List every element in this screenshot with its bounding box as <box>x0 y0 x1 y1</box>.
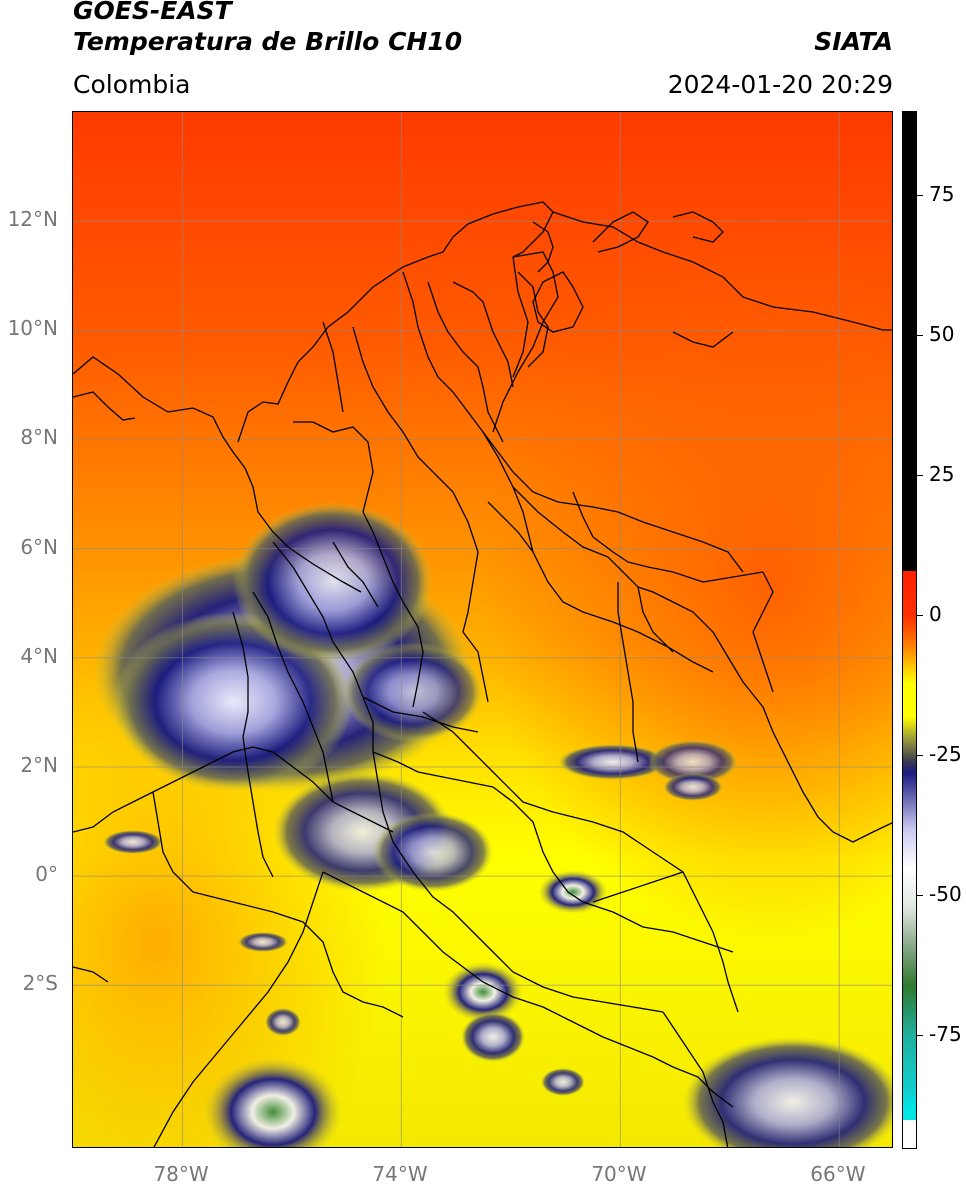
colorbar-tick-label: -50 <box>929 882 962 906</box>
colorbar-tick <box>917 335 923 336</box>
lat-tick-label: 12°N <box>7 207 58 232</box>
lat-tick-label: 2°N <box>20 752 58 777</box>
organization-text: SIATA <box>814 27 893 56</box>
colorbar-tick <box>917 755 923 756</box>
colorbar-tick <box>917 1035 923 1036</box>
lon-tick-label: 78°W <box>153 1162 209 1186</box>
satellite-map <box>73 112 892 1147</box>
subtitle-text: Temperatura de Brillo CH10 <box>73 27 463 56</box>
datetime-text: 2024-01-20 20:29 <box>667 70 893 99</box>
lat-tick-label: 8°N <box>20 425 58 450</box>
colorbar-tick-label: 25 <box>929 462 955 486</box>
colorbar-gradient <box>903 112 916 1148</box>
lat-tick-label: 6°N <box>20 534 58 559</box>
lat-tick-label: 2°S <box>22 971 58 996</box>
colorbar-tick-label: -25 <box>929 742 962 766</box>
colorbar <box>902 111 917 1149</box>
lon-tick-label: 70°W <box>591 1162 647 1186</box>
colorbar-tick <box>917 615 923 616</box>
colorbar-tick-label: 75 <box>929 182 955 206</box>
lat-tick-label: 4°N <box>20 643 58 668</box>
colorbar-tick <box>917 475 923 476</box>
colorbar-tick <box>917 195 923 196</box>
lat-tick-label: 0° <box>35 862 58 887</box>
lon-tick-label: 74°W <box>372 1162 428 1186</box>
country-borders <box>73 201 892 1147</box>
colorbar-tick-label: -75 <box>929 1022 962 1046</box>
colorbar-tick-label: 50 <box>929 322 955 346</box>
title-text: GOES-EAST <box>73 0 232 25</box>
map-panel[interactable] <box>72 111 893 1148</box>
region-text: Colombia <box>73 70 191 99</box>
lon-tick-label: 66°W <box>810 1162 866 1186</box>
colorbar-tick-label: 0 <box>929 602 942 626</box>
colorbar-tick <box>917 895 923 896</box>
lat-tick-label: 10°N <box>7 316 58 341</box>
